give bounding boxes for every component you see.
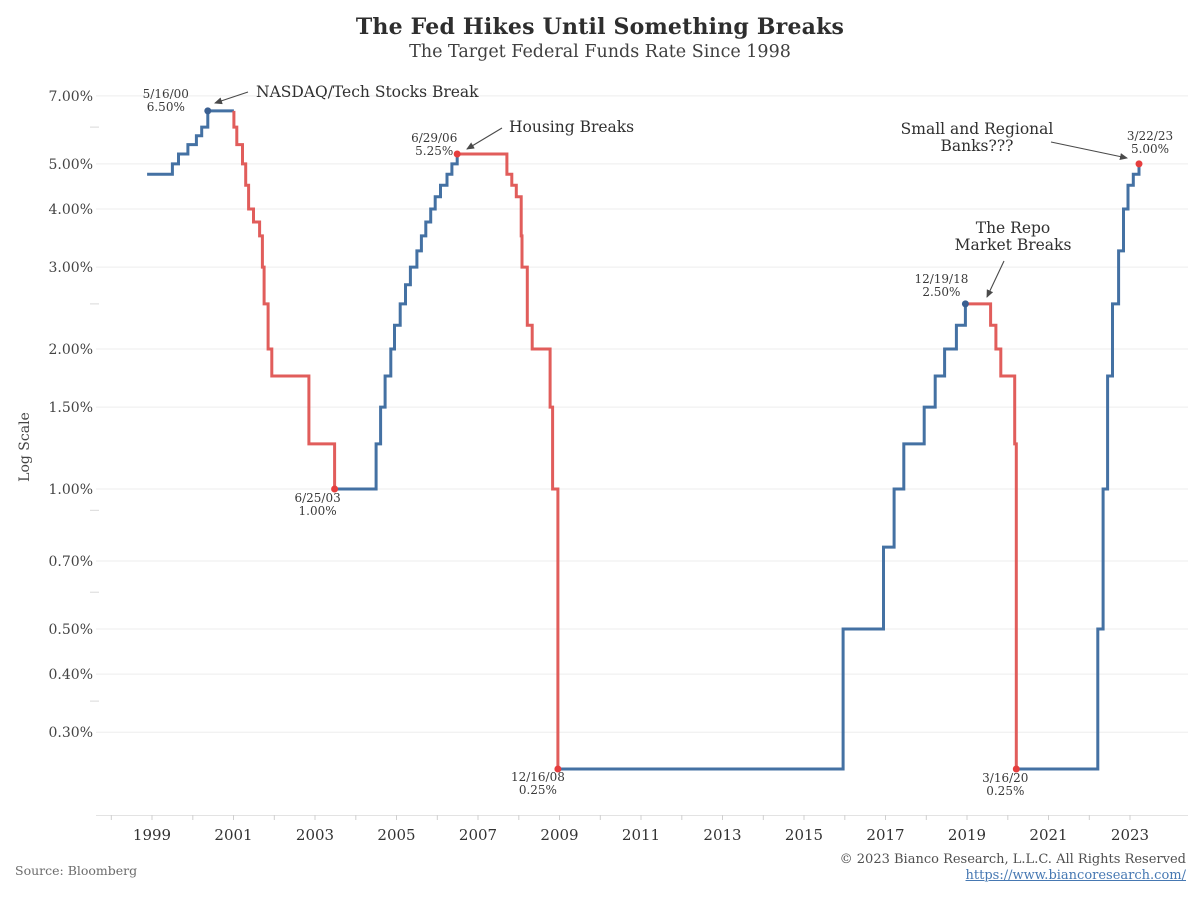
copyright-note: © 2023 Bianco Research, L.L.C. All Right… [840,852,1186,884]
event-marker [1135,160,1143,168]
event-marker [204,107,212,115]
callout-label: The Repo Market Breaks [955,219,1072,254]
point-label: 6/25/03 1.00% [294,491,340,518]
x-tick-label: 2023 [1111,826,1149,844]
copyright-text: © 2023 Bianco Research, L.L.C. All Right… [839,852,1186,867]
rate-line-hiking-1999-2000 [147,109,234,176]
point-label: 3/22/23 5.00% [1127,129,1173,156]
x-tick-label: 2007 [459,826,497,844]
x-tick-label: 2005 [377,826,415,844]
chart-title: The Fed Hikes Until Something Breaks [355,14,845,40]
callout-label: NASDAQ/Tech Stocks Break [256,83,479,101]
point-label: 12/19/18 2.50% [914,272,968,299]
y-tick-label: 7.00% [49,89,93,105]
event-marker [331,485,339,493]
event-marker [554,765,562,773]
x-tick-label: 2011 [622,826,660,844]
callout-arrow [466,127,503,150]
callout-label: Housing Breaks [509,118,634,136]
rate-line-cutting-2019-2020 [965,302,1018,769]
x-tick-label: 2013 [703,826,741,844]
rate-line-hiking-2004-2006 [334,154,459,491]
chart-subtitle: The Target Federal Funds Rate Since 1998 [409,42,791,62]
y-tick-label: 0.40% [49,667,93,683]
biancoresearch-link[interactable]: https://www.biancoresearch.com/ [965,868,1186,883]
x-tick-label: 2009 [540,826,578,844]
event-marker [961,300,969,308]
x-tick-label: 2019 [948,826,986,844]
source-note: Source: Bloomberg [15,863,138,878]
x-tick-label: 2003 [296,826,334,844]
y-tick-label: 0.30% [49,725,93,741]
x-tick-label: 1999 [133,826,171,844]
x-tick-label: 2001 [214,826,252,844]
y-tick-label: 1.50% [49,400,93,416]
rate-line-holding-hiking-2020-2023 [1016,163,1141,771]
y-tick-label: 3.00% [49,260,93,276]
fed-funds-rate-chart: 7.00% 5.00% 4.00% 3.00% 2.00% 1.50% 1.00% 0.70%… [17,83,1188,844]
y-tick-label: 0.70% [49,554,93,570]
x-tick-label: 2015 [785,826,823,844]
callout-arrow [986,260,1005,298]
callout-label: Small and Regional Banks??? [901,120,1054,155]
y-tick-label: 2.00% [49,342,93,358]
point-label: 3/16/20 0.25% [982,771,1028,798]
x-tick-label: 2021 [1029,826,1067,844]
y-tick-label: 0.50% [49,622,93,638]
y-tick-label: 5.00% [49,157,93,173]
y-axis-title: Log Scale [17,412,33,482]
point-label: 5/16/00 6.50% [143,87,189,114]
x-tick-label: 2017 [866,826,904,844]
event-marker [453,150,461,158]
rate-line-holding-hiking-2009-2018 [557,303,967,771]
y-tick-label: 1.00% [49,482,93,498]
event-marker [1012,765,1020,773]
rate-line-cutting-2007-2008 [457,152,560,769]
point-label: 6/29/06 5.25% [411,131,457,158]
rate-line-cutting-2001-2003 [232,110,337,489]
callout-arrow [214,91,249,105]
point-label: 12/16/08 0.25% [511,770,565,797]
y-tick-label: 4.00% [49,202,93,218]
callout-arrow [1050,141,1128,160]
